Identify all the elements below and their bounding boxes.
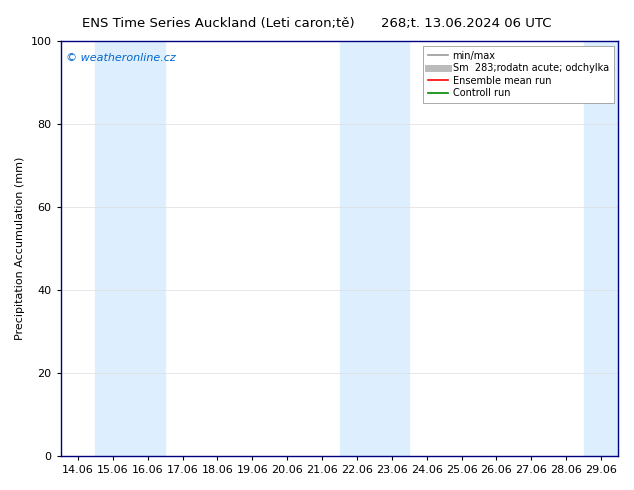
Text: © weatheronline.cz: © weatheronline.cz xyxy=(66,53,176,64)
Bar xyxy=(96,41,165,456)
Y-axis label: Precipitation Accumulation (mm): Precipitation Accumulation (mm) xyxy=(15,157,25,340)
Bar xyxy=(583,41,618,456)
Text: 268;t. 13.06.2024 06 UTC: 268;t. 13.06.2024 06 UTC xyxy=(381,17,552,30)
Legend: min/max, Sm  283;rodatn acute; odchylka, Ensemble mean run, Controll run: min/max, Sm 283;rodatn acute; odchylka, … xyxy=(424,46,614,103)
Bar xyxy=(339,41,409,456)
Text: ENS Time Series Auckland (Leti caron;tě): ENS Time Series Auckland (Leti caron;tě) xyxy=(82,17,355,30)
